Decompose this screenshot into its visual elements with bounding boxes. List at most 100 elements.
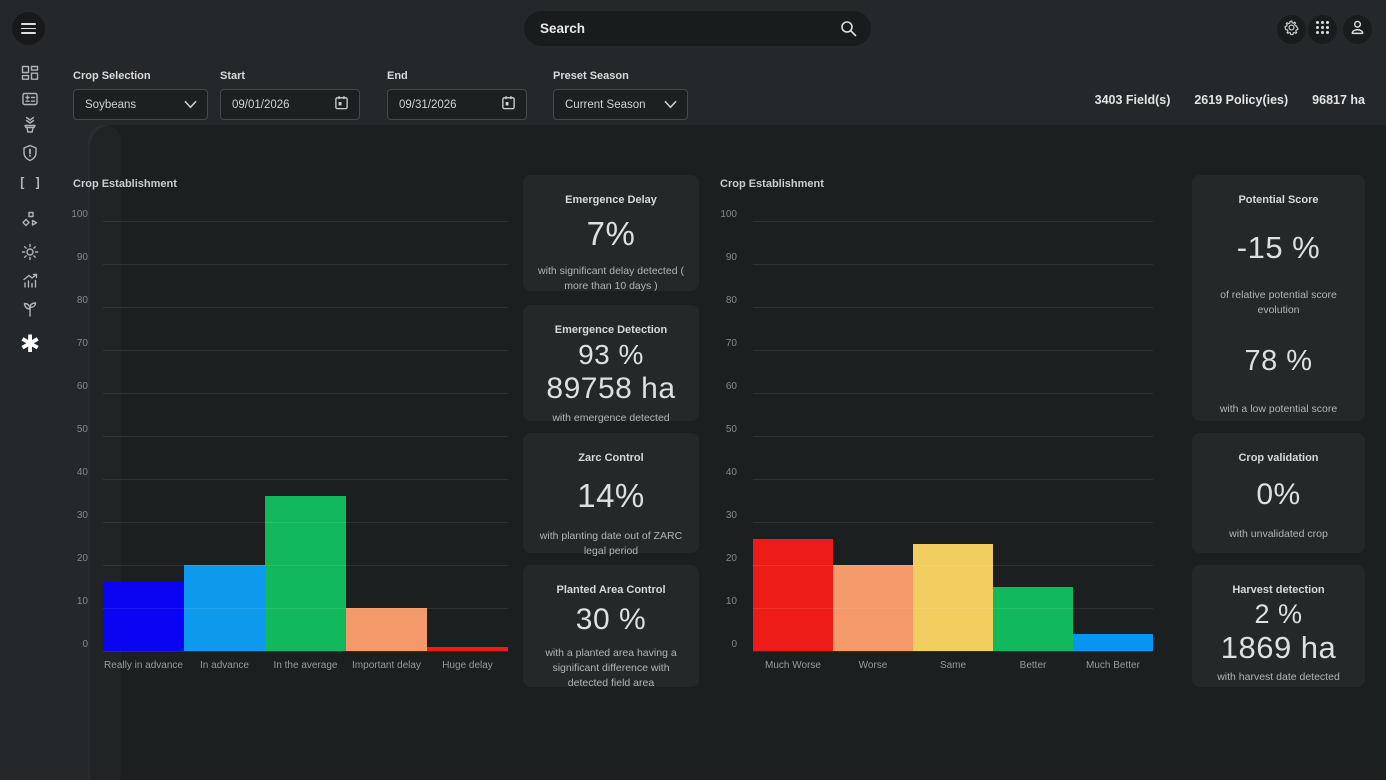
gridline [753,608,1153,609]
dashboard-grid-icon [21,65,39,88]
gridline [753,264,1153,265]
y-axis-tick: 0 [82,639,88,650]
gridline [103,651,508,652]
gridline [103,522,508,523]
sidebar-item-weather[interactable] [8,240,52,268]
sidebar-item-dashboard[interactable] [8,62,52,90]
search-icon[interactable] [840,20,857,37]
start-date-label: Start [220,70,246,82]
bar-really-in-advance[interactable] [103,582,184,651]
card-desc: of relative potential score evolution [1220,289,1337,317]
x-axis-label: In the average [273,660,338,671]
brackets-icon: [ ] [18,175,42,191]
bar-huge-delay[interactable] [427,646,508,651]
gridline [753,436,1153,437]
end-date-input[interactable]: 09/31/2026 [387,89,527,120]
gridline [103,307,508,308]
start-date-input[interactable]: 09/01/2026 [220,89,360,120]
sidebar-item-harvest[interactable] [8,113,52,141]
x-axis-label: Better [1019,660,1047,671]
card-value-secondary: 1869 ha [1220,630,1337,665]
gridline [753,393,1153,394]
sun-icon [21,243,39,266]
gridline [103,221,508,222]
card-title: Harvest detection [1232,584,1325,596]
start-date-field: Start 09/01/2026 [220,70,360,120]
card-value: -15 % [1236,230,1321,265]
gridline [103,393,508,394]
x-axis-label: Much Worse [765,660,821,671]
content-sheet [90,125,1386,780]
bar-better[interactable] [993,586,1073,651]
shield-icon [21,144,39,167]
search-input[interactable] [524,21,840,36]
x-axis-label: Really in advance [104,660,183,671]
card-planted-area-control: Planted Area Control 30 % with a planted… [523,565,699,689]
crop-selection-select[interactable]: Soybeans [73,89,208,120]
sidebar-item-risk[interactable] [8,141,52,169]
sidebar-item-workflow[interactable] [8,208,52,236]
bar-in-the-average[interactable] [265,496,346,651]
menu-button[interactable] [12,12,45,45]
sidebar-item-fields[interactable]: [ ] [8,169,52,197]
y-axis-tick: 60 [725,381,737,392]
x-axis-label: In advance [200,660,249,671]
card-desc-secondary: with a low potential score [1219,403,1338,416]
policies-count: 2619 Policy(ies) [1194,93,1289,107]
card-desc: with harvest date detected [1217,671,1340,683]
account-button[interactable] [1343,15,1372,44]
y-axis-tick: 50 [76,424,88,435]
card-desc: with unvalidated crop [1229,528,1328,540]
preset-season-select[interactable]: Current Season [553,89,688,120]
bar-worse[interactable] [833,565,913,651]
chart-title: Crop Establishment [73,178,177,190]
card-value: 30 % [575,603,647,636]
gridline [103,350,508,351]
end-date-label: End [387,70,408,82]
drawer-strip [88,125,121,780]
card-zarc-control: Zarc Control 14% with planting date out … [523,433,699,557]
calendar-icon[interactable] [334,95,349,115]
sidebar-item-analytics[interactable] [8,269,52,297]
asterisk-icon: ✱ [19,330,41,358]
end-date-value: 09/31/2026 [399,98,457,111]
sidebar-item-crops[interactable] [8,297,52,325]
bar-in-advance[interactable] [184,565,265,651]
user-icon [1349,19,1366,41]
card-title: Potential Score [1238,194,1319,206]
policy-card-icon [21,90,39,113]
y-axis-tick: 90 [76,252,88,263]
sidebar-item-active[interactable]: ✱ [8,330,52,358]
bar-important-delay[interactable] [346,608,427,651]
settings-button[interactable] [1277,15,1306,44]
workflow-icon [21,211,39,234]
gridline [753,522,1153,523]
card-emergence-delay: Emergence Delay 7% with significant dela… [523,175,699,292]
card-value: 14% [577,477,645,514]
search-bar[interactable] [524,11,871,46]
card-title: Zarc Control [578,452,644,464]
y-axis-tick: 60 [76,381,88,392]
seedling-icon [21,300,39,323]
card-desc: with emergence detected [552,412,670,424]
gridline [753,350,1153,351]
bar-much-better[interactable] [1073,633,1153,651]
card-title: Crop validation [1238,452,1319,464]
x-axis-label: Much Better [1086,660,1140,671]
bar-much-worse[interactable] [753,539,833,651]
calendar-icon[interactable] [501,95,516,115]
card-desc: with a planted area having a significant… [545,647,677,690]
y-axis-tick: 30 [76,510,88,521]
y-axis-tick: 40 [76,467,88,478]
y-axis-tick: 70 [725,338,737,349]
bar-same[interactable] [913,543,993,651]
gridline [103,264,508,265]
fields-count: 3403 Field(s) [1094,93,1171,107]
apps-button[interactable] [1308,15,1337,44]
y-axis-tick: 0 [731,639,737,650]
card-value-secondary: 89758 ha [546,372,676,405]
preset-season-field: Preset Season Current Season [553,70,688,120]
sidebar-item-policies[interactable] [8,87,52,115]
preset-season-label: Preset Season [553,70,629,82]
